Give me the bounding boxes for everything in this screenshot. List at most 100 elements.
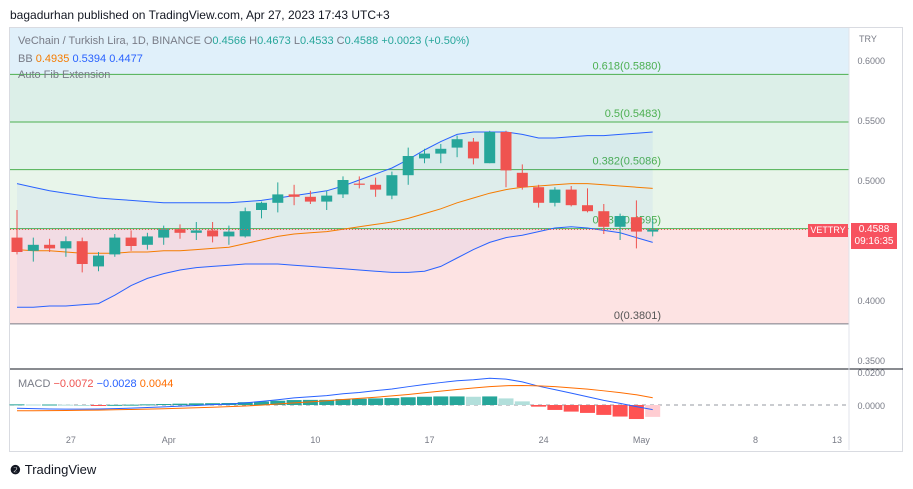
open-label: O <box>203 35 213 47</box>
candle <box>11 210 23 255</box>
time-tick-label: May <box>633 435 651 445</box>
candle <box>484 130 496 164</box>
brand-name: TradingView <box>24 462 97 477</box>
candle-body <box>93 255 104 267</box>
candle <box>516 164 528 190</box>
fib-label-1: 0.5(0.5483) <box>605 108 661 120</box>
candle-body <box>27 244 39 251</box>
macd-line <box>16 377 653 411</box>
fib-legend-label: Auto Fib Extension <box>18 69 111 81</box>
candle <box>533 184 545 208</box>
candle-body <box>44 244 56 249</box>
footer-brand[interactable]: ❷ TradingView <box>10 462 96 477</box>
macd-histogram-bar <box>58 404 74 406</box>
publish-info: bagadurhan published on TradingView.com,… <box>10 8 390 22</box>
macd-tick-label: 0.0200 <box>857 368 885 378</box>
candle-body <box>256 202 267 210</box>
candle-body <box>630 217 642 232</box>
candle-body <box>582 205 593 212</box>
candle-body <box>451 139 463 148</box>
fib-zone-top <box>10 28 849 75</box>
candle-body <box>174 229 186 233</box>
bb-label: BB <box>18 53 33 65</box>
candle-body <box>565 189 577 206</box>
candle-body <box>207 230 219 237</box>
fib-label-4: 0(0.3801) <box>614 310 661 322</box>
candle-body <box>533 187 545 203</box>
macd-histogram-bar <box>270 400 286 405</box>
macd-histogram-bar <box>531 405 547 407</box>
candle-body <box>484 132 496 164</box>
macd-histogram-bar <box>335 399 351 405</box>
time-axis: 27 Apr 10 17 24 May 8 13 <box>66 435 842 445</box>
macd-histogram-bar <box>91 405 106 406</box>
macd-histogram-bar <box>74 405 90 406</box>
macd-histogram-bar <box>188 403 204 405</box>
candle-body <box>614 216 626 227</box>
candle-body <box>467 141 479 159</box>
candle-body <box>337 180 349 195</box>
candle <box>207 222 219 243</box>
candle <box>190 222 202 240</box>
tradingview-logo-icon: ❷ <box>10 462 21 477</box>
candle-body <box>60 241 72 249</box>
macd-histogram-bar <box>449 396 465 405</box>
candle <box>370 177 382 197</box>
macd-histogram-bar <box>319 399 335 405</box>
candle-body <box>125 237 137 246</box>
macd-line-value: −0.0028 <box>96 378 137 390</box>
candle <box>419 148 430 164</box>
last-price-box: 0.4588 09:16:35 <box>851 223 897 249</box>
price-tick-label: 0.3500 <box>857 356 885 366</box>
candle <box>435 144 447 164</box>
macd-histogram-bar <box>368 398 384 405</box>
candle <box>141 232 153 250</box>
macd-histogram-bar <box>351 398 367 405</box>
macd-histogram-bar <box>237 402 253 405</box>
last-price-value: 0.4588 <box>858 224 890 235</box>
bb-upper-value: 0.5394 <box>72 53 107 65</box>
macd-histogram-bar <box>514 401 530 405</box>
macd-histogram-bar <box>645 405 661 417</box>
candle <box>44 238 56 252</box>
fib-zone-500-382 <box>10 122 849 170</box>
macd-histogram-bar <box>400 397 416 405</box>
candle-body <box>402 156 414 176</box>
candle-body <box>288 194 300 197</box>
bb-lower-value: 0.4477 <box>109 53 143 65</box>
fib-zone-618-500 <box>10 74 849 123</box>
candle <box>158 225 170 245</box>
candle-body <box>272 194 284 203</box>
macd-histogram-bar <box>25 404 41 406</box>
candle <box>386 171 398 200</box>
symbol-legend[interactable]: VeChain / Turkish Lira, 1D, BINANCE O0.4… <box>18 35 469 47</box>
candle <box>630 200 642 249</box>
candle-body <box>647 229 659 232</box>
macd-histogram-bar <box>107 404 123 406</box>
candle <box>337 176 349 198</box>
time-tick-label: 17 <box>424 435 434 445</box>
macd-histogram-bar <box>42 404 58 406</box>
symbol-title: VeChain / Turkish Lira, 1D, BINANCE <box>18 35 201 47</box>
symbol-price-tag: VETTRY <box>808 224 848 237</box>
candle <box>647 219 659 237</box>
macd-legend[interactable]: MACD −0.0072 −0.0028 0.0044 <box>18 378 173 390</box>
macd-histogram-bar <box>628 405 644 420</box>
macd-histogram-bar <box>384 398 400 405</box>
candle-body <box>109 237 121 255</box>
price-axis: 0.6000 0.5500 0.5000 0.4000 0.3500 <box>10 28 903 450</box>
fib-legend[interactable]: Auto Fib Extension <box>18 69 110 81</box>
candle <box>614 213 626 240</box>
candle <box>565 186 577 207</box>
macd-histogram-bar <box>172 403 188 405</box>
candle <box>582 188 593 213</box>
candle-body <box>370 184 382 190</box>
candles <box>10 130 849 273</box>
macd-histogram-bar <box>417 396 432 405</box>
signal-value: 0.0044 <box>139 378 174 390</box>
macd-histogram-bar <box>482 396 498 405</box>
fib-lines: 0.618(0.5880) 0.5(0.5483) 0.382(0.5086) 0.2… <box>10 60 849 325</box>
bb-legend[interactable]: BB 0.4935 0.5394 0.4477 <box>18 53 143 65</box>
candle <box>549 187 561 207</box>
